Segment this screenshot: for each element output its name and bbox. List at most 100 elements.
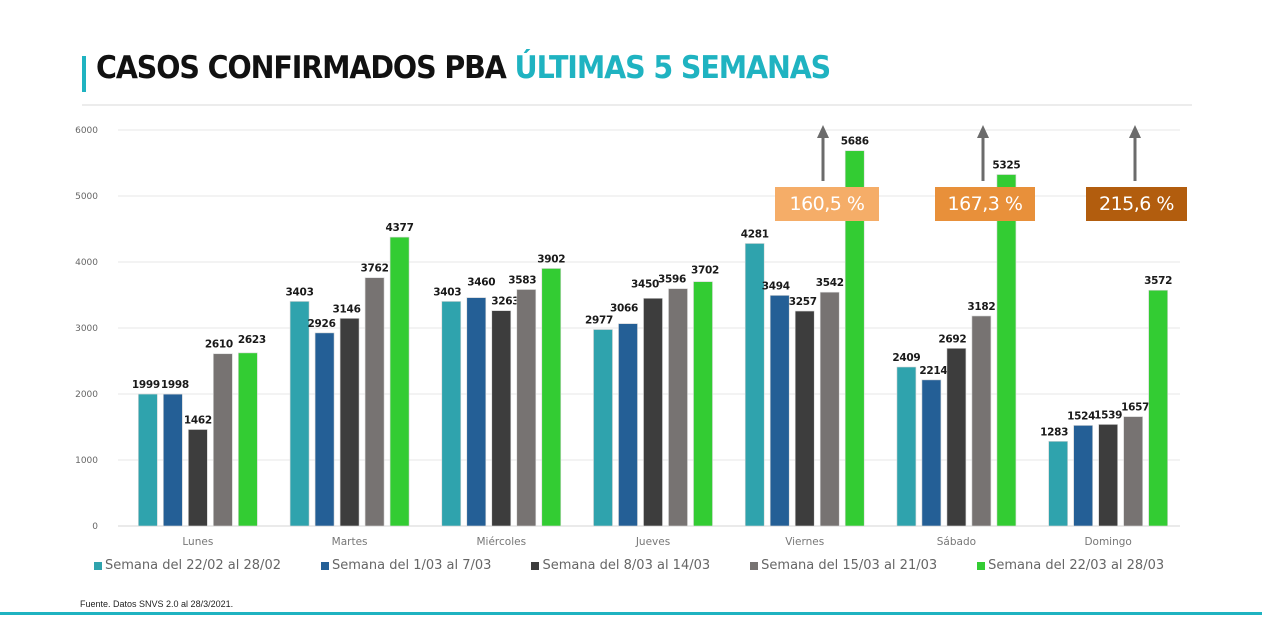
data-label: 3542 bbox=[816, 277, 844, 289]
title-divider bbox=[82, 104, 1192, 106]
bar bbox=[466, 297, 487, 527]
arrowhead-icon bbox=[1129, 125, 1141, 138]
arrowhead-icon bbox=[817, 125, 829, 138]
y-tick-label: 0 bbox=[92, 522, 98, 532]
data-label: 3494 bbox=[762, 280, 790, 292]
bar bbox=[643, 297, 663, 527]
legend-swatch-icon bbox=[750, 561, 759, 570]
data-label: 1657 bbox=[1121, 402, 1149, 414]
data-label: 2214 bbox=[919, 365, 947, 377]
legend-item: Semana del 15/03 al 21/03 bbox=[750, 558, 937, 573]
data-label: 1283 bbox=[1040, 426, 1068, 438]
bar bbox=[213, 353, 233, 527]
percentage-badge: 160,5 % bbox=[775, 187, 879, 221]
y-tick-label: 5000 bbox=[75, 192, 98, 202]
bar bbox=[971, 315, 992, 527]
x-tick-label: Miércoles bbox=[476, 536, 526, 548]
bar bbox=[1098, 424, 1118, 527]
bar bbox=[744, 243, 765, 527]
data-label: 3762 bbox=[361, 263, 389, 275]
bar bbox=[541, 268, 562, 527]
data-label: 3146 bbox=[333, 303, 361, 315]
data-label: 1524 bbox=[1067, 410, 1095, 422]
bar bbox=[339, 318, 360, 527]
data-label: 3403 bbox=[286, 286, 314, 298]
chart-legend: Semana del 22/02 al 28/02 Semana del 1/03… bbox=[94, 558, 1204, 573]
y-tick-label: 4000 bbox=[75, 258, 98, 268]
bar bbox=[238, 352, 258, 527]
legend-swatch-icon bbox=[320, 561, 329, 570]
legend-swatch-icon bbox=[977, 561, 986, 570]
percentage-badge: 215,6 % bbox=[1086, 187, 1187, 221]
data-label: 3572 bbox=[1144, 275, 1172, 287]
data-label: 2926 bbox=[308, 318, 336, 330]
bar bbox=[138, 393, 158, 527]
legend-item: Semana del 8/03 al 14/03 bbox=[531, 558, 710, 573]
bar bbox=[593, 329, 613, 527]
data-label: 4281 bbox=[741, 228, 769, 240]
bar bbox=[1073, 425, 1093, 527]
legend-swatch-icon bbox=[531, 561, 540, 570]
percentage-badge: 167,3 % bbox=[935, 187, 1035, 221]
bar bbox=[289, 301, 310, 527]
y-tick-label: 3000 bbox=[75, 324, 98, 334]
title-accent: ÚLTIMAS 5 SEMANAS bbox=[514, 50, 832, 86]
x-tick-label: Jueves bbox=[635, 536, 670, 548]
data-label: 2610 bbox=[205, 339, 233, 351]
data-label: 2623 bbox=[238, 334, 266, 346]
legend-label: Semana del 15/03 al 21/03 bbox=[761, 558, 938, 573]
legend-swatch-icon bbox=[94, 561, 102, 570]
data-label: 3902 bbox=[537, 253, 565, 265]
data-label: 3450 bbox=[631, 278, 659, 290]
bar bbox=[163, 393, 183, 527]
data-label: 3583 bbox=[508, 275, 536, 287]
x-tick-label: Sábado bbox=[937, 536, 976, 548]
bar bbox=[364, 277, 385, 527]
bar bbox=[618, 323, 638, 527]
arrowhead-icon bbox=[977, 125, 989, 138]
bar bbox=[188, 429, 208, 527]
bar bbox=[844, 150, 865, 527]
bar bbox=[314, 332, 335, 527]
y-tick-label: 2000 bbox=[75, 390, 98, 400]
data-label: 1999 bbox=[132, 379, 160, 391]
bar bbox=[946, 348, 967, 527]
data-label: 5325 bbox=[992, 160, 1020, 172]
data-label: 3596 bbox=[658, 274, 686, 286]
x-tick-label: Domingo bbox=[1084, 536, 1131, 548]
y-tick-label: 1000 bbox=[75, 456, 98, 466]
legend-item: Semana del 22/03 al 28/03 bbox=[977, 558, 1164, 573]
legend-label: Semana del 1/03 al 7/03 bbox=[331, 558, 492, 573]
data-label: 5686 bbox=[841, 136, 869, 148]
x-tick-label: Viernes bbox=[785, 536, 824, 548]
y-tick-label: 6000 bbox=[75, 126, 98, 136]
legend-label: Semana del 8/03 al 14/03 bbox=[542, 558, 711, 573]
data-label: 3460 bbox=[467, 277, 495, 289]
bar bbox=[896, 366, 917, 527]
bar bbox=[1123, 416, 1143, 527]
bar bbox=[389, 236, 410, 527]
bar bbox=[491, 310, 512, 527]
data-label: 3066 bbox=[610, 303, 638, 315]
page-title: CASOS CONFIRMADOS PBA ÚLTIMAS 5 SEMANAS bbox=[96, 50, 832, 86]
data-label: 2692 bbox=[938, 333, 966, 345]
bar bbox=[693, 281, 713, 527]
bar bbox=[1048, 441, 1068, 527]
data-label: 3257 bbox=[789, 296, 817, 308]
bar bbox=[516, 289, 537, 527]
data-label: 4377 bbox=[386, 222, 414, 234]
data-label: 3182 bbox=[967, 301, 995, 313]
data-label: 1998 bbox=[161, 379, 189, 391]
data-label: 3263 bbox=[491, 296, 519, 308]
legend-label: Semana del 22/03 al 28/03 bbox=[988, 558, 1165, 573]
source-note: Fuente. Datos SNVS 2.0 al 28/3/2021. bbox=[80, 599, 234, 609]
data-label: 1539 bbox=[1094, 409, 1122, 421]
bottom-divider bbox=[0, 612, 1262, 615]
data-label: 3403 bbox=[433, 286, 461, 298]
data-label: 3702 bbox=[691, 265, 719, 277]
data-label: 1462 bbox=[184, 415, 212, 427]
bar bbox=[441, 301, 462, 527]
bar bbox=[668, 288, 688, 527]
bar bbox=[996, 174, 1017, 527]
